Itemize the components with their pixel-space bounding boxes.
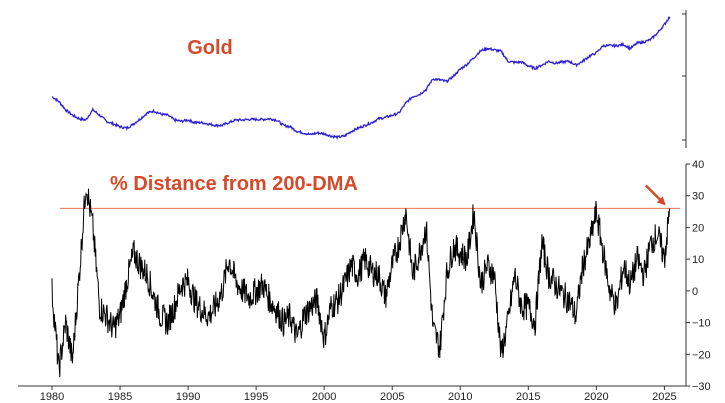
arrow-annotation-icon: [644, 184, 666, 206]
x-ticks: 1980 1985 1990 1995 2000 2005 2010 2015 2020 2025: [40, 386, 677, 403]
dma-y-tick-label: 20: [692, 222, 704, 234]
dma-y-tick-label: −10: [692, 318, 711, 330]
arrow-head: [656, 196, 666, 206]
x-axis: 1980 1985 1990 1995 2000 2005 2010 2015 2020 2025: [18, 385, 686, 403]
x-tick-label: 1995: [244, 391, 268, 403]
x-tick-label: 2010: [448, 391, 472, 403]
gold-chart-title: Gold: [187, 37, 233, 59]
x-tick-label: 2005: [380, 391, 404, 403]
x-tick-label: 2020: [584, 391, 608, 403]
dma-y-tick-label: 10: [692, 254, 704, 266]
x-tick-label: 1985: [108, 391, 132, 403]
dma-y-tick-label: −20: [692, 349, 711, 361]
x-tick-label: 1990: [176, 391, 200, 403]
dma-y-tick-label: −30: [692, 381, 711, 393]
dma-y-tick-label: 0: [692, 286, 698, 298]
dma-y-tick-label: 40: [692, 159, 704, 171]
x-tick-label: 1980: [40, 391, 64, 403]
x-tick-label: 2015: [516, 391, 540, 403]
dma-y-tick-label: 30: [692, 191, 704, 203]
arrow-shaft: [644, 184, 663, 203]
dma-chart-title: % Distance from 200-DMA: [110, 173, 358, 195]
x-tick-label: 2025: [652, 391, 676, 403]
dma-y-ticks: 40 30 20 10 0 −10 −20 −30: [686, 159, 711, 393]
dma-distance-series-line: [51, 188, 671, 378]
x-tick-label: 2000: [312, 391, 336, 403]
dma-panel: % Distance from 200-DMA 40 30 20 10 0 −10 −20 −…: [51, 159, 711, 393]
gold-price-series-line: [51, 16, 671, 140]
gold-panel: Gold: [51, 10, 687, 148]
